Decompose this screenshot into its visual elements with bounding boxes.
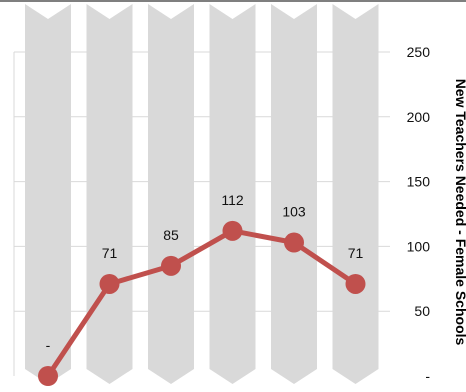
y-tick-label-0: - (425, 368, 430, 384)
category-column-0 (25, 4, 71, 384)
data-point-4 (284, 232, 304, 253)
data-label-1: 71 (102, 245, 118, 261)
data-label-2: 85 (163, 227, 179, 243)
y-tick-label-100: 100 (407, 238, 431, 254)
category-columns (25, 4, 379, 384)
y-tick-label-250: 250 (407, 44, 431, 60)
data-point-5 (345, 273, 366, 294)
series-line (45, 228, 357, 378)
category-column-1 (86, 4, 133, 384)
y-axis-ticks: - 50 100 150 200 250 (407, 44, 431, 384)
y-axis-title: New Teachers Needed - Female Schools (453, 79, 466, 346)
data-label-3: 112 (221, 192, 244, 208)
data-point-3 (222, 220, 243, 241)
data-label-4: 103 (282, 204, 306, 220)
data-point-1 (99, 273, 120, 294)
y-tick-label-50: 50 (414, 303, 430, 319)
category-column-4 (271, 4, 317, 384)
data-label-0: - (46, 337, 51, 353)
series-markers (38, 220, 366, 386)
category-column-3 (209, 4, 256, 384)
data-point-2 (161, 255, 181, 276)
category-column-5 (332, 4, 379, 384)
y-tick-label-150: 150 (407, 174, 431, 190)
data-labels: - 71 85 112 103 71 (46, 192, 364, 353)
data-label-5: 71 (348, 245, 364, 261)
data-point-0 (38, 366, 58, 386)
y-tick-label-200: 200 (407, 109, 431, 125)
category-column-2 (148, 4, 194, 384)
